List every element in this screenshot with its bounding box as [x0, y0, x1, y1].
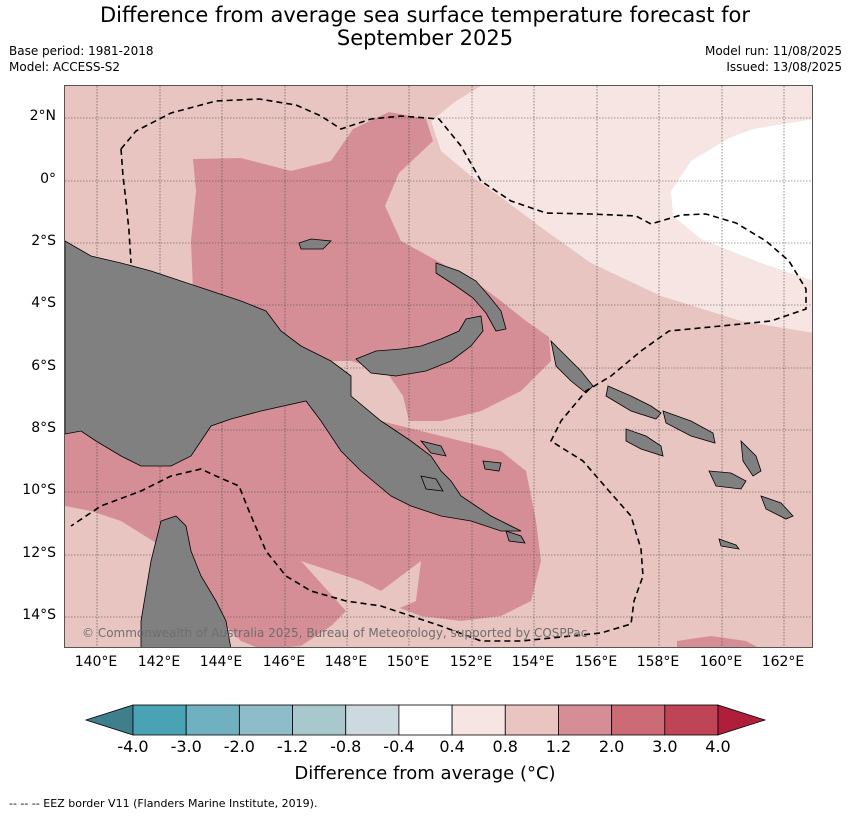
land [65, 238, 794, 647]
lon-label: 140°E [74, 654, 118, 670]
colorbar [84, 704, 767, 736]
lon-label: 146°E [262, 654, 306, 670]
meta-left: Base period: 1981-2018 Model: ACCESS-S2 [9, 43, 154, 75]
anomaly-neutral-area [671, 86, 812, 281]
lon-label: 148°E [324, 654, 368, 670]
lat-label: 8°S [31, 420, 56, 436]
model-name: Model: ACCESS-S2 [9, 60, 121, 74]
lon-label: 144°E [199, 654, 243, 670]
lon-label: 152°E [449, 654, 493, 670]
colorbar-segment [558, 704, 613, 736]
lat-label: 14°S [22, 607, 56, 623]
colorbar-tick-label: 2.0 [598, 737, 625, 756]
colorbar-segment [345, 704, 400, 736]
map-title: Difference from average sea surface temp… [0, 4, 850, 50]
eez-legend-note: -- -- -- EEZ border V11 (Flanders Marine… [9, 797, 318, 810]
colorbar-tick-label: 1.2 [545, 737, 572, 756]
colorbar-extend-high [717, 704, 767, 736]
lon-label: 154°E [511, 654, 555, 670]
lon-label: 150°E [386, 654, 430, 670]
colorbar-tick-label: -2.0 [223, 737, 255, 756]
colorbar-tick-label: 3.0 [652, 737, 678, 756]
map-svg [65, 86, 812, 647]
colorbar-segment [611, 704, 666, 736]
lon-label: 142°E [137, 654, 181, 670]
colorbar-tick-label: 0.4 [439, 737, 465, 756]
colorbar-tick-label: 4.0 [705, 737, 731, 756]
colorbar-segment [292, 704, 347, 736]
colorbar-segment [185, 704, 240, 736]
lat-label: 2°S [31, 233, 56, 249]
lat-label: 4°S [31, 295, 56, 311]
colorbar-segment [504, 704, 559, 736]
issued-date: Issued: 13/08/2025 [726, 60, 842, 74]
colorbar-segment [132, 704, 187, 736]
colorbar-tick-label: -0.4 [383, 737, 415, 756]
base-period: Base period: 1981-2018 [9, 44, 154, 58]
model-run: Model run: 11/08/2025 [704, 44, 842, 58]
lat-label: 10°S [22, 482, 56, 498]
map-panel [64, 85, 813, 648]
title-line-1: Difference from average sea surface temp… [100, 3, 750, 27]
lat-label: 2°N [29, 108, 56, 124]
eez-border [70, 98, 807, 642]
lon-label: 160°E [699, 654, 743, 670]
lon-label: 158°E [636, 654, 680, 670]
lon-label: 156°E [574, 654, 618, 670]
colorbar-tick-label: -0.8 [330, 737, 362, 756]
lon-label: 162°E [761, 654, 805, 670]
colorbar-title: Difference from average (°C) [294, 763, 556, 784]
lat-label: 0° [40, 171, 56, 187]
colorbar-segment [451, 704, 506, 736]
colorbar-segment [664, 704, 719, 736]
title-line-2: September 2025 [336, 26, 514, 50]
colorbar-extend-low [84, 704, 134, 736]
colorbar-tick-label: -4.0 [117, 737, 149, 756]
colorbar-segment [238, 704, 293, 736]
colorbar-tick-label: -1.2 [276, 737, 309, 756]
meta-right: Model run: 11/08/2025 Issued: 13/08/2025 [705, 43, 842, 75]
copyright-notice: © Commonwealth of Australia 2025, Bureau… [82, 626, 588, 640]
lat-label: 6°S [31, 358, 56, 374]
colorbar-tick-label: -3.0 [170, 737, 202, 756]
lat-label: 12°S [22, 545, 56, 561]
colorbar-segment [398, 704, 453, 736]
colorbar-tick-label: 0.8 [492, 737, 518, 756]
